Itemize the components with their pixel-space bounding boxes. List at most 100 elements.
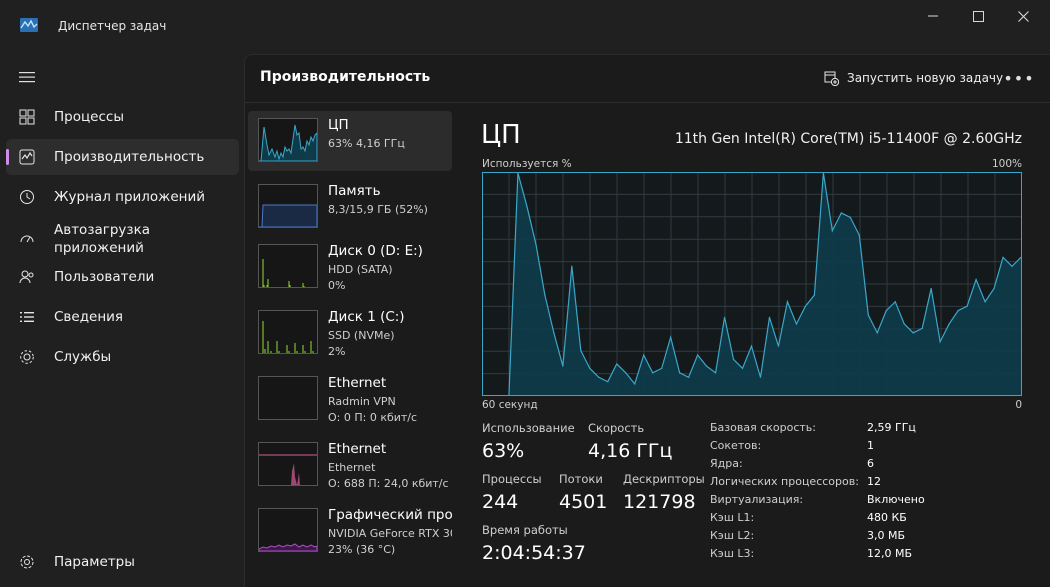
minimize-button[interactable] bbox=[910, 0, 956, 32]
spec-value: 1 bbox=[867, 439, 874, 452]
more-options-button[interactable]: ••• bbox=[1003, 64, 1035, 92]
close-button[interactable] bbox=[1000, 0, 1046, 32]
cpu-usage-point bbox=[1002, 256, 1004, 258]
resource-value: 2% bbox=[328, 345, 346, 358]
resource-name: Диск 1 (C:) bbox=[328, 309, 405, 325]
cpu-usage-point bbox=[957, 310, 959, 312]
cpu-usage-area bbox=[508, 173, 1021, 395]
cpu-usage-point bbox=[876, 332, 878, 334]
spec-value: 3,0 МБ bbox=[867, 529, 906, 542]
cpu-usage-point bbox=[939, 341, 941, 343]
cpu-usage-point bbox=[840, 212, 842, 214]
handles-value: 121798 bbox=[623, 491, 696, 513]
cpu-usage-point bbox=[759, 376, 762, 378]
cpu-usage-point bbox=[1020, 256, 1022, 258]
nav-item-details[interactable]: Сведения bbox=[6, 299, 239, 335]
resource-item-disk[interactable]: Диск 0 (D: E:) HDD (SATA) 0% bbox=[248, 237, 452, 297]
hamburger-menu-button[interactable] bbox=[14, 64, 40, 90]
startup-icon bbox=[18, 230, 36, 248]
resource-name: Память bbox=[328, 183, 381, 199]
resource-item-cpu[interactable]: ЦП 63% 4,16 ГГц bbox=[248, 111, 452, 171]
speed-value: 4,16 ГГц bbox=[588, 440, 673, 462]
resource-item-disk[interactable]: Диск 1 (C:) SSD (NVMe) 2% bbox=[248, 303, 452, 363]
cpu-usage-point bbox=[562, 365, 564, 367]
graph-y-max: 100% bbox=[991, 158, 1022, 170]
spec-value: Включено bbox=[867, 493, 925, 506]
resource-name: ЦП bbox=[328, 117, 349, 133]
more-options-icon: ••• bbox=[1003, 68, 1035, 88]
threads-value: 4501 bbox=[559, 491, 608, 513]
resource-item-ethernet-idle[interactable]: Ethernet Radmin VPN О: 0 П: 0 кбит/с bbox=[248, 369, 452, 429]
usage-value: 63% bbox=[482, 440, 525, 462]
resource-value: 0% bbox=[328, 279, 346, 292]
nav-item-startup-apps[interactable]: Автозагрузка приложений bbox=[6, 219, 239, 259]
cpu-usage-point bbox=[589, 367, 591, 369]
nav-item-settings[interactable]: Параметры bbox=[6, 544, 239, 580]
usage-label: Использование bbox=[482, 421, 575, 435]
run-new-task-label: Запустить новую задачу bbox=[847, 71, 1004, 85]
nav-item-app-history[interactable]: Журнал приложений bbox=[6, 179, 239, 215]
nav-item-label: Параметры bbox=[54, 554, 135, 570]
cpu-usage-point bbox=[795, 323, 798, 325]
cpu-usage-point bbox=[616, 363, 618, 365]
maximize-button[interactable] bbox=[955, 0, 1001, 32]
cpu-usage-point bbox=[894, 301, 896, 303]
gear-icon bbox=[18, 553, 36, 571]
nav-item-label: Сведения bbox=[54, 309, 124, 325]
cpu-usage-point bbox=[903, 323, 905, 325]
cpu-usage-point bbox=[777, 345, 780, 347]
uptime-value: 2:04:54:37 bbox=[482, 542, 586, 564]
cpu-usage-point bbox=[723, 316, 726, 318]
hamburger-icon bbox=[19, 68, 35, 87]
cpu-usage-point bbox=[885, 310, 887, 312]
cpu-usage-point bbox=[822, 172, 824, 174]
resource-thumbnail-graph bbox=[258, 376, 318, 420]
spec-label: Сокетов: bbox=[710, 439, 762, 452]
cpu-usage-point bbox=[948, 323, 950, 325]
spec-value: 2,59 ГГц bbox=[867, 421, 916, 434]
cpu-usage-point bbox=[634, 383, 636, 385]
resource-subtitle: HDD (SATA) bbox=[328, 263, 393, 276]
resource-name: Графический процессор bbox=[328, 507, 452, 523]
spec-value: 12 bbox=[867, 475, 881, 488]
resource-thumbnail-graph bbox=[258, 184, 318, 228]
resource-thumbnail-graph bbox=[258, 310, 318, 354]
resource-value: О: 0 П: 0 кбит/с bbox=[328, 411, 418, 424]
resource-item-memory[interactable]: Память 8,3/15,9 ГБ (52%) bbox=[248, 177, 452, 237]
nav-item-processes[interactable]: Процессы bbox=[6, 99, 239, 135]
cpu-usage-point bbox=[661, 367, 663, 369]
nav-item-label: Журнал приложений bbox=[54, 189, 206, 205]
nav-item-label: Пользователи bbox=[54, 269, 155, 285]
nav-item-label-line1: Автозагрузка bbox=[54, 222, 151, 238]
run-new-task-button[interactable]: Запустить новую задачу bbox=[818, 64, 1009, 92]
spec-label: Базовая скорость: bbox=[710, 421, 816, 434]
spec-label: Логических процессоров: bbox=[710, 475, 859, 488]
cpu-usage-point bbox=[750, 345, 753, 347]
cpu-usage-point bbox=[508, 394, 510, 396]
cpu-usage-point bbox=[553, 332, 555, 334]
cpu-usage-point bbox=[688, 376, 690, 378]
users-icon bbox=[18, 268, 36, 286]
cpu-usage-point bbox=[643, 354, 645, 356]
nav-item-performance[interactable]: Производительность bbox=[6, 139, 239, 175]
cpu-usage-point bbox=[831, 230, 833, 232]
resource-name: Ethernet bbox=[328, 375, 387, 391]
cpu-usage-point bbox=[571, 265, 573, 267]
nav-item-label: Процессы bbox=[54, 109, 124, 125]
resource-subtitle: 8,3/15,9 ГБ (52%) bbox=[328, 203, 428, 216]
spec-label: Кэш L3: bbox=[710, 547, 755, 560]
resource-item-gpu[interactable]: Графический процессор NVIDIA GeForce RTX … bbox=[248, 501, 452, 561]
spec-value: 6 bbox=[867, 457, 874, 470]
nav-item-services[interactable]: Службы bbox=[6, 339, 239, 375]
details-icon bbox=[18, 308, 36, 326]
resource-item-ethernet[interactable]: Ethernet Ethernet О: 688 П: 24,0 кбит/с bbox=[248, 435, 452, 495]
threads-label: Потоки bbox=[559, 472, 603, 486]
performance-icon bbox=[18, 148, 36, 166]
cpu-usage-point bbox=[652, 372, 654, 374]
cpu-usage-graph bbox=[482, 172, 1022, 396]
nav-item-users[interactable]: Пользователи bbox=[6, 259, 239, 295]
app-title: Диспетчер задач bbox=[58, 19, 167, 33]
spec-value: 480 КБ bbox=[867, 511, 907, 524]
graph-x-left-label: 60 секунд bbox=[482, 399, 538, 411]
graph-x-right-label: 0 bbox=[1015, 399, 1022, 411]
